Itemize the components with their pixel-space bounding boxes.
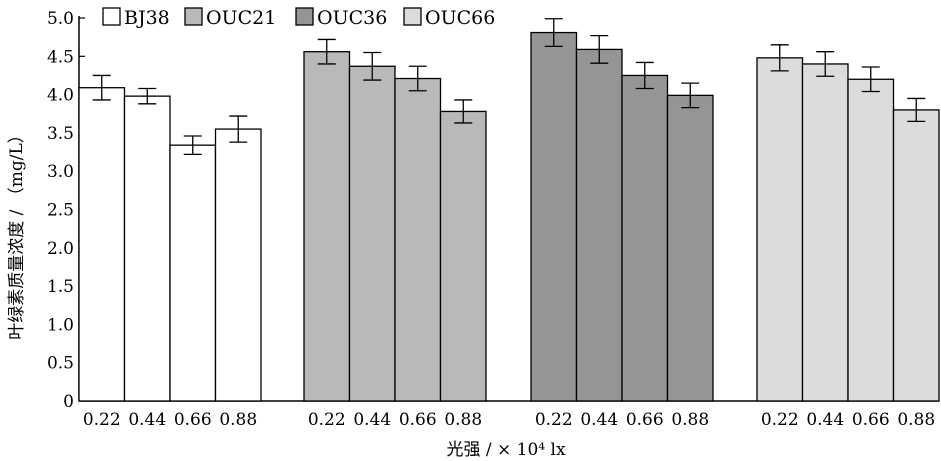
x-axis-title: 光强 / × 10⁴ lx	[446, 440, 565, 460]
legend-label: BJ38	[124, 7, 170, 29]
y-tick-label: 4.0	[47, 86, 74, 106]
y-tick-label: 0	[63, 392, 74, 412]
y-tick-label: 3.5	[47, 124, 74, 144]
legend-swatch	[184, 7, 203, 26]
x-tick-label: 0.66	[626, 410, 664, 430]
y-tick-label: 1.5	[47, 277, 74, 297]
y-tick-label: 3.0	[47, 162, 74, 182]
x-tick-label: 0.66	[852, 410, 890, 430]
legend-swatch	[403, 7, 422, 26]
x-tick-label: 0.22	[308, 410, 346, 430]
bar	[801, 63, 849, 402]
x-tick-label: 0.66	[399, 410, 437, 430]
bar	[892, 109, 940, 402]
bar	[348, 65, 396, 402]
x-tick-label: 0.22	[761, 410, 799, 430]
y-tick-label: 2.0	[47, 239, 74, 259]
y-tick-label: 1.0	[47, 315, 74, 335]
bar	[303, 51, 351, 402]
bar	[394, 77, 442, 402]
x-tick-label: 0.44	[580, 410, 618, 430]
legend-label: OUC36	[317, 7, 387, 29]
legend-label: OUC66	[425, 7, 495, 29]
bar	[123, 95, 171, 402]
x-tick-label: 0.22	[83, 410, 121, 430]
x-tick-label: 0.44	[353, 410, 391, 430]
bar	[530, 31, 578, 402]
x-tick-label: 0.88	[219, 410, 257, 430]
bar	[756, 57, 804, 402]
y-axis-title: 叶绿素质量浓度 / （mg/L）	[7, 126, 27, 340]
bar	[847, 78, 895, 402]
x-tick-label: 0.44	[128, 410, 166, 430]
legend-swatch	[295, 7, 314, 26]
y-tick-label: 0.5	[47, 354, 74, 374]
x-tick-label: 0.88	[671, 410, 709, 430]
x-tick-label: 0.88	[444, 410, 482, 430]
y-tick-label: 4.5	[47, 47, 74, 67]
bar	[575, 48, 623, 402]
bar	[78, 87, 126, 402]
x-tick-label: 0.88	[897, 410, 935, 430]
x-tick-label: 0.66	[174, 410, 212, 430]
x-tick-label: 0.44	[806, 410, 844, 430]
x-tick-label: 0.22	[535, 410, 573, 430]
bar	[666, 94, 714, 402]
y-tick-label: 5.0	[47, 9, 74, 29]
legend-label: OUC21	[206, 7, 276, 29]
bar	[439, 110, 487, 402]
y-tick-label: 2.5	[47, 201, 74, 221]
bar	[169, 144, 217, 402]
bar	[214, 128, 262, 402]
bar	[621, 74, 669, 402]
legend-swatch	[102, 7, 121, 26]
